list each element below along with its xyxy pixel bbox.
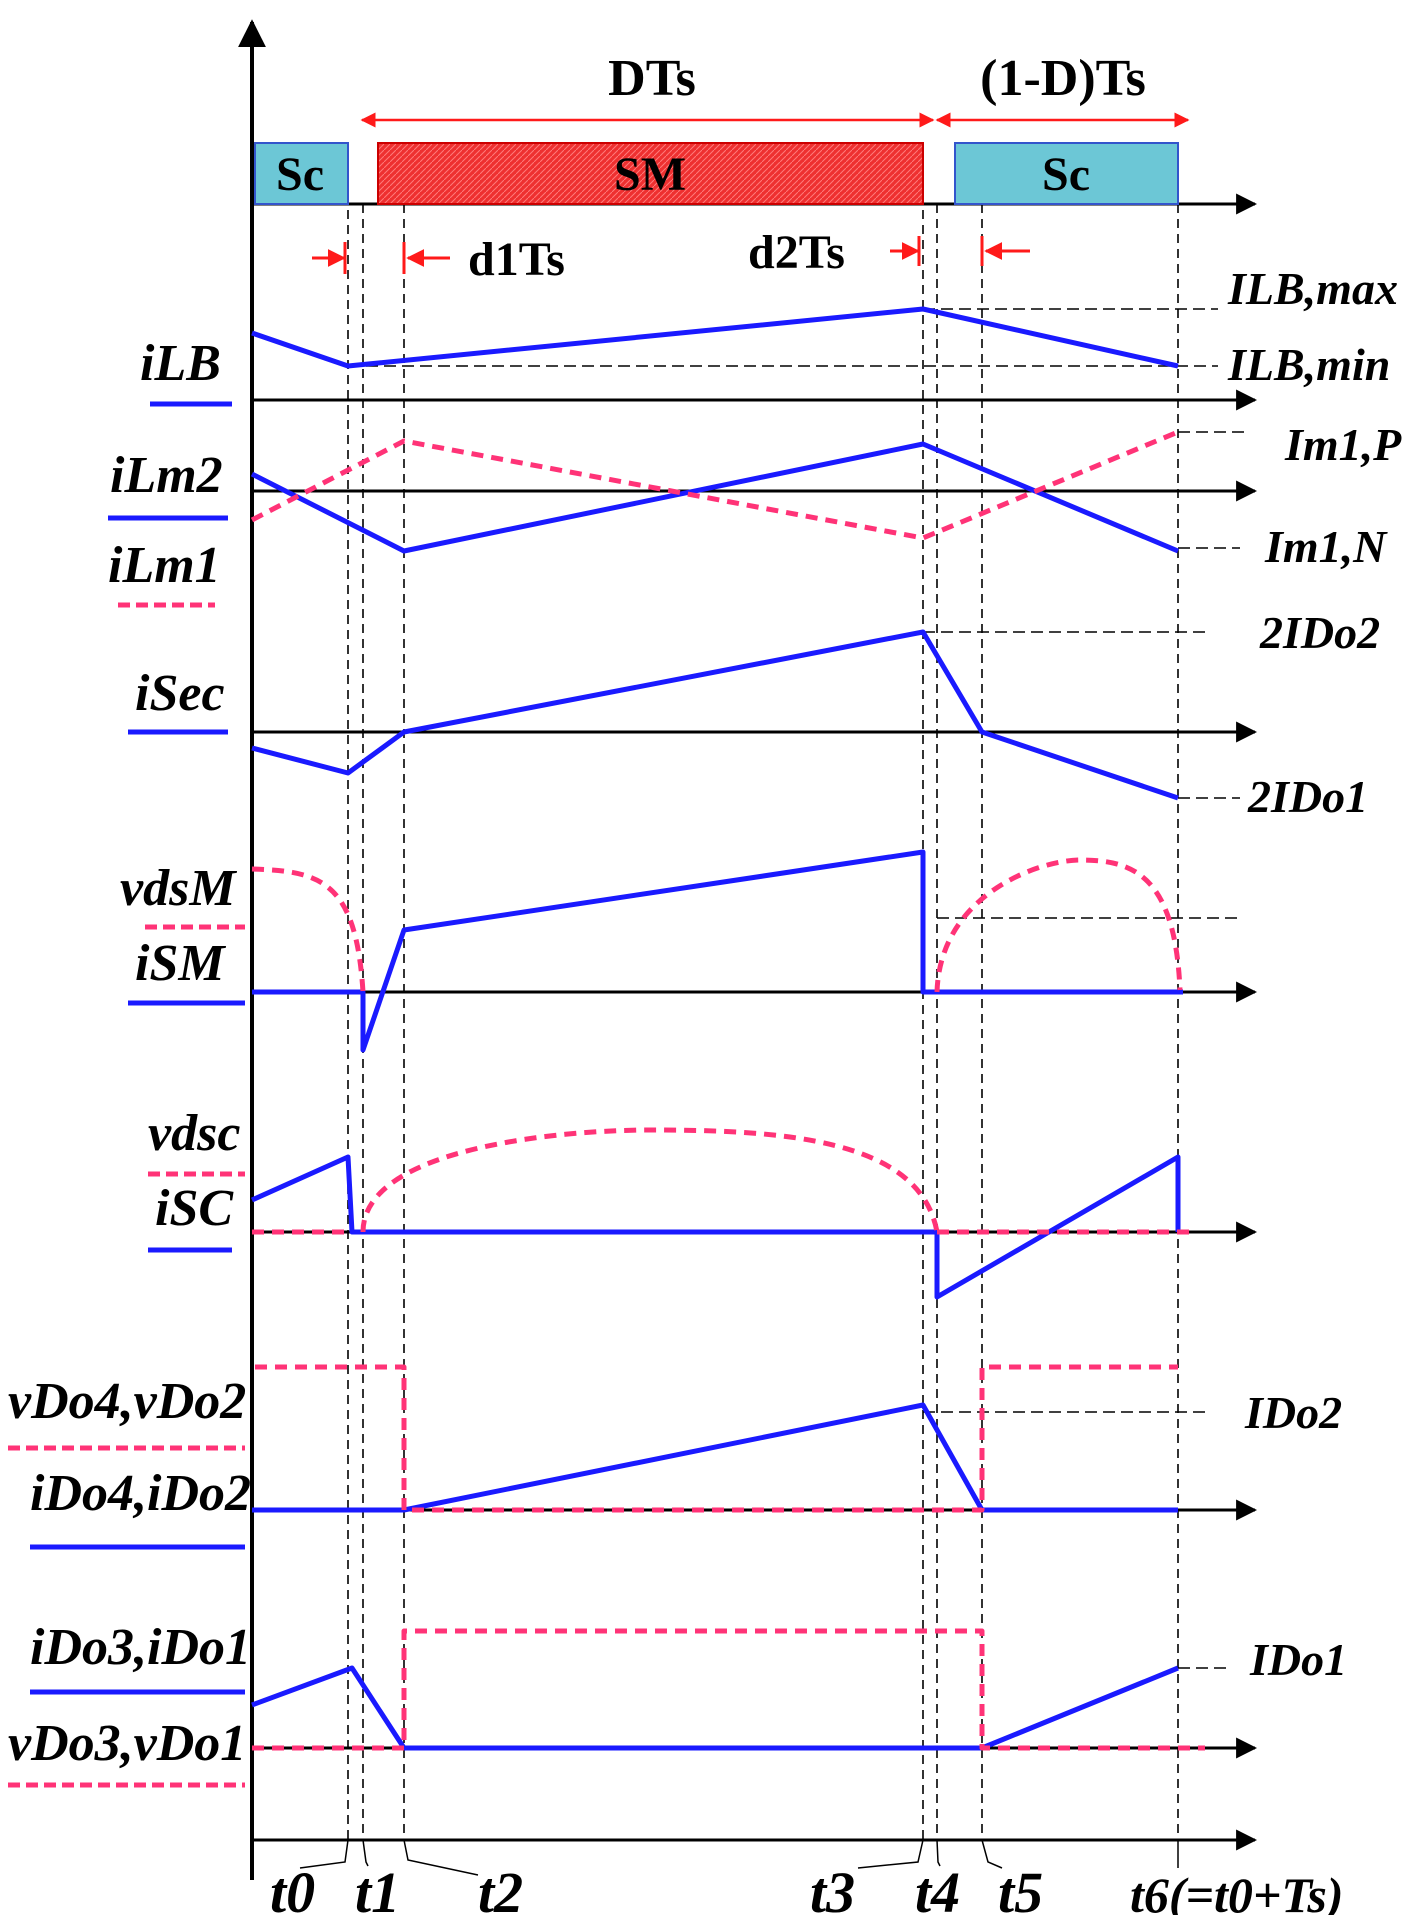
vdsc-waveform xyxy=(252,1127,1195,1235)
t6-label: t6(=t0+Ts) xyxy=(1130,1867,1343,1915)
t0-label: t0 xyxy=(270,1860,315,1915)
ilb-max-label: ILB,max xyxy=(1227,263,1398,314)
right-labels: ILB,max ILB,min Im1,P Im1,N 2IDo2 2IDo1 … xyxy=(1227,263,1402,1685)
time-markers xyxy=(347,150,1179,1840)
blue-waveforms xyxy=(250,306,1183,1751)
dts-label: DTs xyxy=(608,50,696,107)
d1ts-label: d1Ts xyxy=(468,233,565,286)
ism-label: iSM xyxy=(135,935,226,992)
time-leaders xyxy=(299,1839,1179,1876)
t2-label: t2 xyxy=(478,1860,523,1915)
ido1-label: IDo1 xyxy=(1249,1634,1347,1685)
vdo3-waveform xyxy=(252,1628,1205,1751)
ilb-label: iLB xyxy=(140,335,221,392)
ido4-waveform xyxy=(252,1402,1178,1513)
ism-waveform xyxy=(252,849,1183,1053)
time-labels: t0 t1 t2 t3 t4 t5 t6(=t0+Ts) xyxy=(270,1860,1343,1920)
sm-label: SM xyxy=(614,148,686,201)
ido2-label: IDo2 xyxy=(1244,1387,1342,1438)
ilb-min-label: ILB,min xyxy=(1227,339,1390,390)
t4-label: t4 xyxy=(915,1860,960,1915)
vdo4-vdo2-label: vDo4,vDo2 xyxy=(8,1373,246,1430)
one-minus-d-label: (1-D)Ts xyxy=(980,50,1146,107)
gate-bars: Sc SM Sc xyxy=(254,142,1179,205)
isc-label: iSC xyxy=(155,1180,234,1237)
pink-waveforms xyxy=(250,429,1205,1751)
t3-label: t3 xyxy=(810,1860,855,1915)
isc-waveform xyxy=(250,1154,1181,1300)
ido4-ido2-label: iDo4,iDo2 xyxy=(30,1465,251,1522)
vdsm-label: vdsM xyxy=(120,860,237,917)
level-guides xyxy=(348,308,1250,1669)
horizontal-axes xyxy=(252,193,1258,1851)
ido3-waveform xyxy=(251,1665,1179,1751)
ido3-ido1-label: iDo3,iDo1 xyxy=(30,1619,251,1676)
ilb-waveform xyxy=(251,306,1179,369)
ilm1-waveform xyxy=(250,429,1179,541)
2ido1-label: 2IDo1 xyxy=(1247,771,1368,822)
im1n-label: Im1,N xyxy=(1264,521,1388,572)
sc-left-bar xyxy=(254,142,349,205)
t1-label: t1 xyxy=(355,1860,400,1915)
isec-waveform xyxy=(251,629,1179,801)
isec-label: iSec xyxy=(135,665,225,722)
vdo4-waveform xyxy=(255,1364,1178,1513)
period-arrows: DTs (1-D)Ts xyxy=(360,50,1190,128)
im1p-label: Im1,P xyxy=(1284,419,1402,470)
sc-left-label: Sc xyxy=(276,148,324,201)
left-labels: iLB iLm2 iLm1 iSec vdsM iSM vdsc iSC vDo… xyxy=(8,335,251,1788)
sc-right-label: Sc xyxy=(1042,148,1090,201)
sc-right-bar xyxy=(954,142,1179,205)
sm-bar xyxy=(377,142,924,205)
d2ts-label: d2Ts xyxy=(748,226,845,279)
vdsc-label: vdsc xyxy=(148,1105,240,1162)
vdo3-vdo1-label: vDo3,vDo1 xyxy=(8,1715,246,1772)
ilm2-waveform xyxy=(250,441,1179,554)
ilm2-label: iLm2 xyxy=(110,447,223,504)
2ido2-label: 2IDo2 xyxy=(1259,607,1380,658)
deadtime-arrows xyxy=(312,236,1030,274)
ilm1-label: iLm1 xyxy=(108,537,221,594)
t5-label: t5 xyxy=(998,1860,1043,1915)
vdsm-waveform xyxy=(251,857,1183,993)
